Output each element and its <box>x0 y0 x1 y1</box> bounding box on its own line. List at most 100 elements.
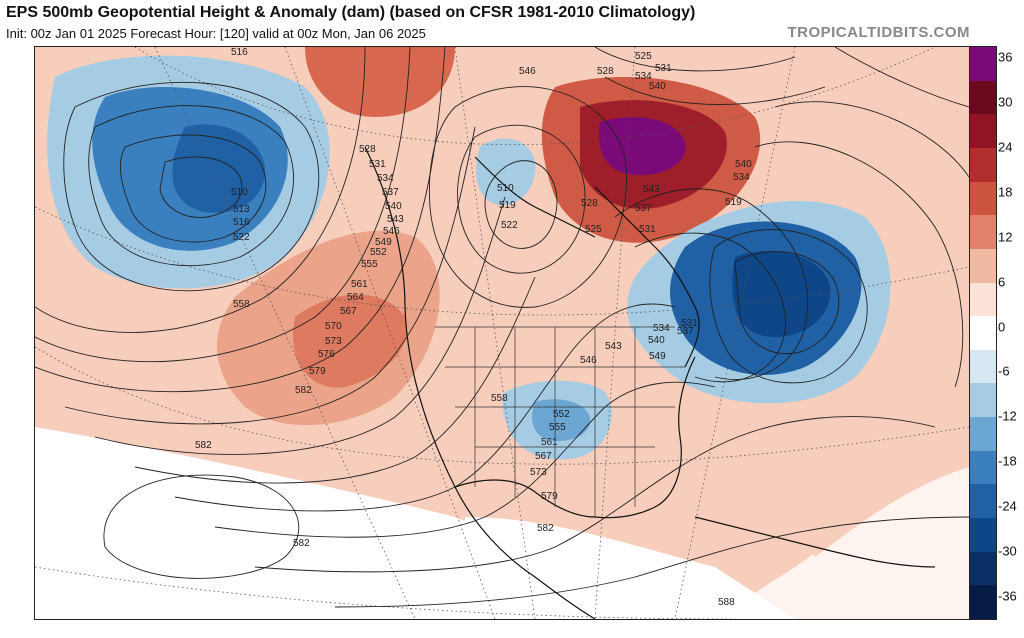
contour-label: 519 <box>725 197 742 208</box>
colorbar-tick-label: -30 <box>998 543 1017 559</box>
anomaly-cold-atlantic-core <box>732 251 831 337</box>
contour-label: 540 <box>648 335 665 346</box>
contour-label: 558 <box>491 393 508 404</box>
colorbar-segment <box>970 518 996 553</box>
contour-label: 570 <box>325 321 342 332</box>
contour-label: 579 <box>309 366 326 377</box>
contour-label: 579 <box>541 491 558 502</box>
contour-label: 531 <box>369 159 386 170</box>
contour-label: 534 <box>635 71 652 82</box>
colorbar-segment <box>970 349 996 384</box>
colorbar-segment <box>970 316 996 351</box>
anomaly-warm-atlantic-south <box>775 377 969 557</box>
colorbar-segment <box>970 417 996 452</box>
contour-label: 546 <box>580 355 597 366</box>
anomaly-warm-greenland-core <box>599 117 686 176</box>
contour-label: 528 <box>597 66 614 77</box>
contour-label: 561 <box>541 437 558 448</box>
contour-label: 528 <box>359 144 376 155</box>
contour-label: 534 <box>653 323 670 334</box>
contour-label: 573 <box>530 467 547 478</box>
colorbar-tick-label: 18 <box>998 184 1013 200</box>
contour-label: 582 <box>537 523 554 534</box>
colorbar-tick-label: -36 <box>998 588 1017 604</box>
contour-label: 543 <box>643 184 660 195</box>
contour-label: 531 <box>655 63 672 74</box>
contour-label: 516 <box>233 217 250 228</box>
colorbar-segment <box>970 282 996 317</box>
weather-map: 516 510 513 516 522 558 528 531 534 537 … <box>34 46 970 620</box>
contour-label: 540 <box>649 81 666 92</box>
colorbar-tick-label: 24 <box>998 139 1013 155</box>
contour-label: 552 <box>553 409 570 420</box>
anomaly-cold-plains-core <box>531 399 591 442</box>
contour-label: 513 <box>233 204 250 215</box>
colorbar-segment <box>970 383 996 418</box>
colorbar-segment <box>970 215 996 250</box>
colorbar-tick-label: -24 <box>998 498 1017 514</box>
contour-label: 549 <box>649 351 666 362</box>
height-contours <box>35 47 969 608</box>
contour-label: 516 <box>231 47 248 58</box>
coastlines <box>364 146 936 619</box>
contour-label: 546 <box>383 226 400 237</box>
contour-label: 582 <box>295 385 312 396</box>
colorbar-segment <box>970 450 996 485</box>
contour-label: 561 <box>351 279 368 290</box>
contour-label: 510 <box>231 187 248 198</box>
contour-label: 555 <box>549 422 566 433</box>
contour-label: 510 <box>497 183 514 194</box>
contour-label: 558 <box>233 299 250 310</box>
anomaly-cold-hudson <box>476 138 536 206</box>
contour-label: 564 <box>347 292 364 303</box>
colorbar-segment <box>970 248 996 284</box>
contour-label: 567 <box>340 306 357 317</box>
contour-label: 573 <box>325 336 342 347</box>
colorbar-tick-label: 0 <box>998 319 1006 334</box>
brand-watermark: TROPICALTIDBITS.COM <box>787 24 970 41</box>
contour-label: 552 <box>370 247 387 258</box>
graticule <box>35 47 969 619</box>
contour-label: 534 <box>733 172 750 183</box>
colorbar-segment <box>970 181 996 216</box>
contour-label: 531 <box>681 318 698 329</box>
chart-title: EPS 500mb Geopotential Height & Anomaly … <box>6 4 696 21</box>
state-borders <box>435 326 685 517</box>
colorbar-tick-label: 36 <box>998 49 1013 65</box>
colorbar-segment <box>970 80 996 115</box>
contour-label: 588 <box>718 597 735 608</box>
contour-label: 543 <box>605 341 622 352</box>
contour-label: 567 <box>535 451 552 462</box>
contour-label: 534 <box>377 173 394 184</box>
contour-label: 549 <box>375 237 392 248</box>
contour-label: 525 <box>585 224 602 235</box>
contour-label: 522 <box>501 220 518 231</box>
contour-label: 528 <box>581 198 598 209</box>
anomaly-colorbar <box>969 46 997 620</box>
contour-label: 555 <box>361 259 378 270</box>
contour-label: 537 <box>382 187 399 198</box>
contour-label: 576 <box>318 349 335 360</box>
contour-label: 582 <box>195 440 212 451</box>
colorbar-tick-label: -12 <box>998 408 1017 424</box>
contour-label: 582 <box>293 538 310 549</box>
chart-subtitle: Init: 00z Jan 01 2025 Forecast Hour: [12… <box>6 26 426 41</box>
contour-labels: 516 510 513 516 522 558 528 531 534 537 … <box>195 47 752 608</box>
contour-label: 519 <box>499 200 516 211</box>
contour-label: 522 <box>233 232 250 243</box>
colorbar-tick-label: -6 <box>998 363 1010 379</box>
contour-label: 531 <box>639 224 656 235</box>
map-canvas: 516 510 513 516 522 558 528 531 534 537 … <box>35 47 969 619</box>
contour-label: 525 <box>635 51 652 62</box>
contour-label: 546 <box>519 66 536 77</box>
anomaly-warm-west-core <box>293 294 407 388</box>
contour-label: 540 <box>385 201 402 212</box>
contour-label: 543 <box>387 214 404 225</box>
anomaly-neutral-south2 <box>455 517 795 619</box>
colorbar-tick-label: 30 <box>998 94 1013 110</box>
contour-label: 537 <box>677 326 694 337</box>
contour-label: 540 <box>735 159 752 170</box>
colorbar-segment <box>970 147 996 183</box>
colorbar-segment <box>970 551 996 586</box>
colorbar-segment <box>970 114 996 149</box>
